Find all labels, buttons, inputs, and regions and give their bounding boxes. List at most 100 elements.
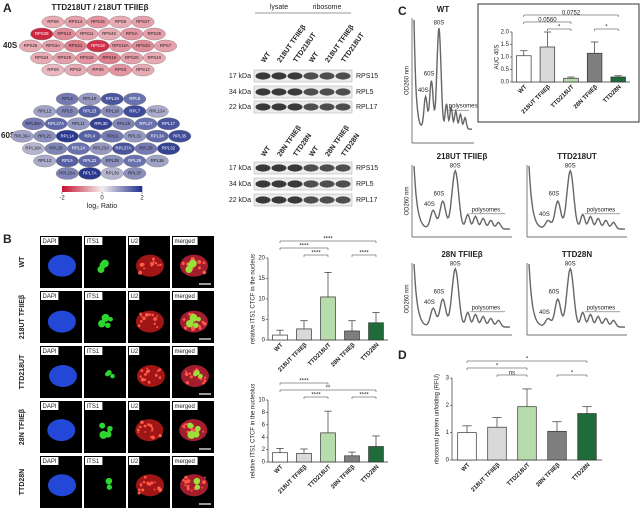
profile-title: 28N TFIIEβ [441, 250, 482, 259]
significance-label: * [558, 24, 561, 30]
nucleus-dapi [48, 364, 77, 387]
u2-speckle [203, 376, 207, 379]
significance-bracket [594, 28, 619, 31]
x-tick-label: WT [274, 342, 285, 353]
its1-focus [198, 373, 203, 379]
u2-speckle [150, 481, 154, 485]
colorbar-segment [140, 186, 143, 192]
blot-band [255, 164, 271, 172]
its1-focus [106, 484, 112, 490]
channel-label-bg [41, 237, 59, 245]
its1-focus [196, 317, 201, 322]
y-tick-label: 3 [446, 376, 450, 382]
its1-focus [188, 259, 197, 268]
x-tick-label: WT [461, 462, 472, 473]
its1-focus [99, 422, 106, 429]
marker-label: 34 kDa [229, 89, 251, 96]
profile-title: WT [437, 5, 450, 14]
channel-label: DAPI [43, 459, 57, 465]
nucleus-dapi [47, 474, 76, 497]
y-tick-label: 6 [262, 422, 266, 428]
u2-speckle [183, 426, 186, 429]
channel-label-bg [85, 292, 103, 300]
significance-bracket [547, 28, 572, 31]
profile-trace [413, 264, 510, 328]
u2-speckle [143, 267, 146, 270]
blot-band [319, 103, 335, 111]
protein-label: RPL13A [149, 109, 165, 114]
protein-bubble [145, 105, 169, 118]
peak-label: 80S [565, 163, 576, 169]
colorbar-segment [118, 186, 121, 192]
blot-band [303, 88, 319, 96]
channel-label-bg [173, 347, 198, 355]
u2-speckle [186, 479, 191, 484]
u2-speckle [140, 377, 145, 382]
colorbar-segment [138, 186, 141, 192]
nucleus-dapi [47, 419, 76, 442]
y-tick-label: 0.0 [501, 80, 510, 86]
blot-band [271, 88, 287, 96]
y-tick-label: 1.5 [501, 42, 510, 48]
nucleus-dapi [47, 254, 76, 277]
u2-speckle [185, 381, 190, 385]
channel-label: DAPI [43, 239, 57, 245]
channel-label: ITS1 [87, 459, 100, 465]
u2-speckle [138, 488, 141, 492]
colorbar-segment [112, 186, 115, 192]
row-label: 28N TFIIEβ [19, 408, 26, 445]
colorbar-segment [72, 186, 75, 192]
colorbar-segment [84, 186, 87, 192]
its1-focus [107, 425, 113, 432]
u2-speckle [151, 435, 155, 440]
blot-band [303, 72, 319, 80]
channel-label: merged [175, 294, 195, 300]
channel-label-bg [129, 237, 140, 245]
protein-label: RPL13 [38, 158, 52, 163]
protein-label: RPS28 [35, 31, 49, 36]
row-label: TTD28N [19, 469, 26, 495]
protein-bubble [142, 27, 166, 41]
blot-band [319, 180, 335, 188]
its1-focus [101, 313, 110, 322]
its1-focus [195, 425, 201, 432]
protein-label: RPL36 [151, 158, 165, 163]
colorbar-segment [80, 186, 83, 192]
channel-label: U2 [131, 349, 139, 355]
protein-label: RPL22 [83, 158, 97, 163]
bar [577, 413, 597, 461]
its1-focus [97, 265, 105, 273]
channel-label: merged [175, 239, 195, 245]
u2-speckle [143, 424, 147, 428]
protein-label: RPS27 [136, 19, 150, 24]
colorbar-segment [102, 186, 105, 192]
protein-label: RPS4X [102, 31, 116, 36]
u2-speckle [202, 261, 206, 265]
protein-label: RPS15 [91, 19, 105, 24]
significance-label: **** [299, 378, 309, 384]
u2-speckle [184, 475, 188, 480]
u2-speckle [144, 431, 146, 433]
colorbar-segment [104, 186, 107, 192]
channel-label: merged [175, 404, 195, 410]
u2-speckle [150, 262, 154, 266]
significance-label: **** [359, 392, 369, 398]
u2-speckle [202, 430, 205, 433]
u2-speckle [202, 270, 207, 275]
protein-label: RPL19 [106, 96, 120, 101]
protein-label: RPS3A [46, 43, 60, 48]
significance-bracket [303, 396, 329, 399]
u2-speckle [202, 381, 205, 385]
channel-label: U2 [131, 239, 139, 245]
u2-speckle [153, 322, 156, 325]
blot-band [271, 180, 287, 188]
u2-speckle [137, 431, 140, 433]
profile-ylabel: OD260 nm [405, 186, 411, 215]
protein-label: RPL14 [61, 133, 75, 138]
colorbar-segment [74, 186, 77, 192]
peak-label: 40S [539, 310, 550, 316]
significance-label: 0.0752 [562, 10, 581, 16]
protein-label: RPS3 [115, 67, 127, 72]
colorbar-segment [106, 186, 109, 192]
